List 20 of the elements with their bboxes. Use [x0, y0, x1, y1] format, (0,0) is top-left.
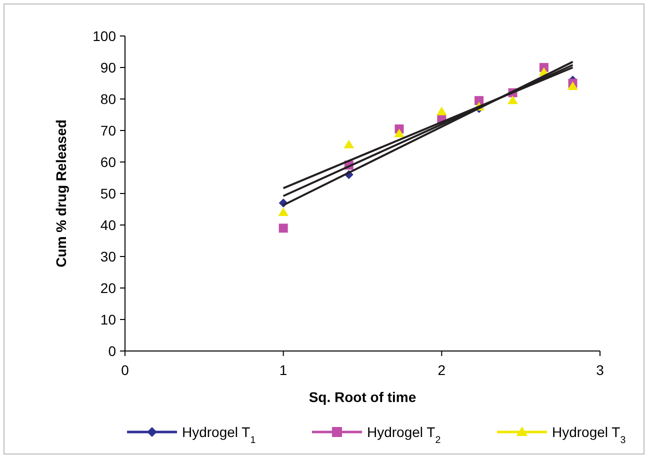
y-axis-title: Cum % drug Released [53, 120, 69, 268]
y-tick-label: 90 [100, 59, 116, 76]
legend-label: Hydrogel T$_{3}$ [552, 424, 626, 446]
y-tick-label: 80 [100, 90, 116, 107]
y-tick-label: 0 [108, 342, 116, 359]
x-tick-label: 0 [121, 362, 130, 378]
x-tick-label: 3 [596, 362, 604, 378]
y-tick-label: 50 [100, 185, 116, 202]
y-tick-label: 100 [92, 28, 116, 44]
y-tick-label: 20 [100, 280, 116, 296]
x-axis-title: Sq. Root of time [308, 389, 416, 405]
x-tick-label: 2 [438, 362, 446, 378]
y-tick-label: 60 [100, 154, 116, 170]
y-tick-label: 40 [100, 216, 116, 233]
legend-label: Hydrogel T$_{1}$ [182, 424, 256, 446]
legend-label: Hydrogel T$_{2}$ [367, 424, 441, 446]
y-tick-label: 30 [100, 248, 116, 264]
y-tick-label: 10 [100, 311, 116, 328]
y-tick-label: 70 [100, 122, 116, 138]
x-tick-label: 1 [279, 362, 288, 378]
